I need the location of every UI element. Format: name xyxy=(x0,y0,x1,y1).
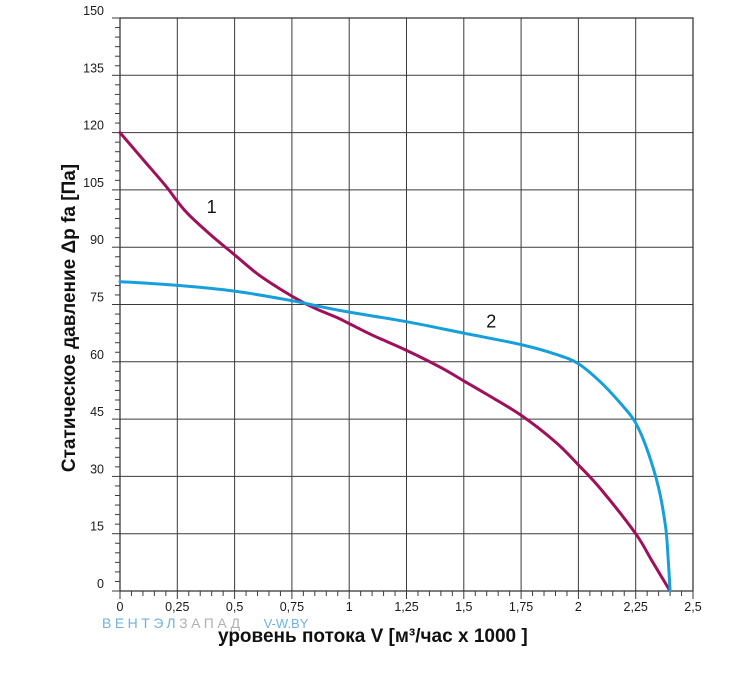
curve-label: 2 xyxy=(486,311,496,331)
y-tick-label: 60 xyxy=(90,348,104,362)
x-tick-label: 1,75 xyxy=(509,600,533,614)
y-axis-title: Статическое давление Δp fa [Па] xyxy=(59,164,80,472)
x-tick-label: 0 xyxy=(117,600,124,614)
x-tick-label: 1 xyxy=(346,600,353,614)
x-tick-label: 2 xyxy=(575,600,582,614)
tick-labels: 0 0,25 0,5 0,75 1 1,25 1,5 1,75 2 2,25 2,5 0 15 30 45 6… xyxy=(83,4,702,614)
curve-2-line xyxy=(118,280,672,593)
curve-1-line xyxy=(118,131,672,593)
x-axis-title: уровень потока V [м³/час x 1000 ] xyxy=(218,626,528,647)
curve-label: 1 xyxy=(207,197,217,217)
x-tick-label: 0,25 xyxy=(165,600,189,614)
y-tick-label: 150 xyxy=(83,4,104,18)
x-tick-label: 0,5 xyxy=(226,600,243,614)
watermark-part2: ЗАПАД xyxy=(179,615,243,631)
curves xyxy=(118,131,672,593)
y-tick-label: 30 xyxy=(90,462,104,476)
y-tick-label: 45 xyxy=(90,405,104,419)
x-tick-label: 1,25 xyxy=(394,600,418,614)
y-tick-label: 105 xyxy=(83,176,104,190)
y-tick-label: 15 xyxy=(90,520,104,534)
x-tick-label: 2,5 xyxy=(684,600,701,614)
x-tick-label: 1,5 xyxy=(455,600,472,614)
y-tick-label: 0 xyxy=(97,577,104,591)
curve-labels: 12 xyxy=(207,197,497,332)
watermark-part1: ВЕНТЭЛ xyxy=(102,615,179,631)
y-tick-label: 75 xyxy=(90,291,104,305)
x-tick-label: 2,25 xyxy=(624,600,648,614)
y-tick-label: 120 xyxy=(83,119,104,133)
watermark: ВЕНТЭЛЗАПАД V-W.BY xyxy=(102,615,309,631)
y-tick-label: 90 xyxy=(90,233,104,247)
minor-ticks xyxy=(112,17,694,599)
watermark-part3: V-W.BY xyxy=(264,616,309,631)
x-tick-label: 0,75 xyxy=(280,600,304,614)
y-tick-label: 135 xyxy=(83,61,104,75)
